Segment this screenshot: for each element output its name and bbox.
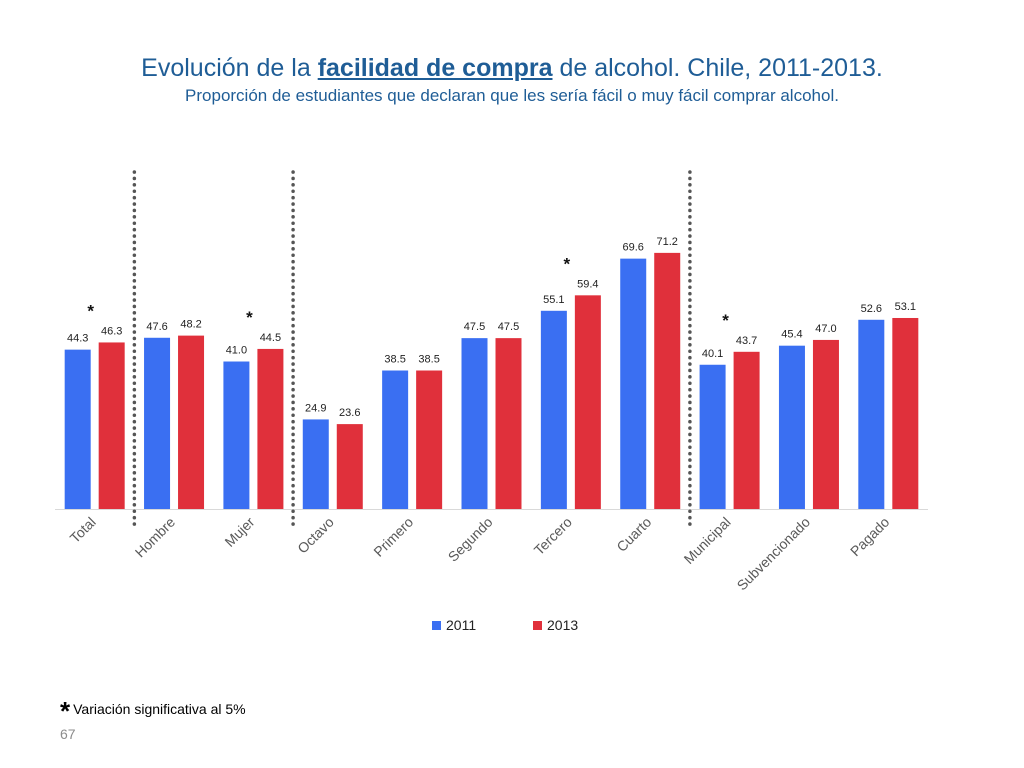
data-label-2013-octavo: 23.6: [339, 407, 360, 419]
x-tick-pagado: Pagado: [847, 514, 893, 560]
data-label-2011-municipal: 40.1: [702, 348, 723, 360]
data-label-2013-subvencionado: 47.0: [815, 323, 836, 335]
bar-2013-tercero: [574, 295, 601, 509]
data-label-2013-primero: 38.5: [418, 354, 439, 366]
legend-label-2011: 2011: [446, 617, 476, 633]
bar-2011-pagado: [858, 319, 885, 509]
bar-2011-hombre: [144, 337, 171, 509]
bar-2013-cuarto: [654, 252, 681, 509]
bar-2013-mujer: [257, 348, 284, 509]
x-tick-tercero: Tercero: [531, 514, 575, 558]
bar-2011-mujer: [223, 361, 250, 509]
bar-2011-subvencionado: [778, 345, 805, 509]
data-label-2013-pagado: 53.1: [895, 301, 916, 313]
page-number: 67: [60, 726, 76, 742]
x-tick-municipal: Municipal: [681, 514, 734, 567]
bar-2013-octavo: [336, 424, 363, 509]
data-label-2011-tercero: 55.1: [543, 294, 564, 306]
bar-2011-tercero: [540, 310, 567, 509]
x-tick-total: Total: [67, 514, 99, 546]
significance-marker-total: *: [87, 301, 94, 320]
data-label-2013-total: 46.3: [101, 325, 122, 337]
significance-marker-tercero: *: [564, 254, 571, 273]
title-pre: Evolución de la: [141, 54, 311, 82]
bar-2011-municipal: [699, 364, 726, 509]
data-label-2013-segundo: 47.5: [498, 321, 519, 333]
bar-2013-primero: [416, 370, 443, 509]
data-label-2013-hombre: 48.2: [180, 319, 201, 331]
x-tick-segundo: Segundo: [445, 514, 496, 565]
bar-2011-total: [64, 349, 91, 509]
x-tick-cuarto: Cuarto: [613, 514, 654, 555]
bar-2013-municipal: [733, 351, 760, 509]
title-post: de alcohol. Chile, 2011-2013.: [559, 54, 883, 82]
x-tick-mujer: Mujer: [221, 514, 257, 550]
legend-swatch-2013: [533, 621, 542, 630]
data-label-2013-mujer: 44.5: [260, 332, 281, 344]
significance-marker-mujer: *: [246, 308, 253, 327]
title-emphasis: facilidad de compra: [317, 54, 553, 82]
bar-2013-pagado: [892, 317, 919, 509]
data-label-2013-cuarto: 71.2: [657, 236, 678, 248]
footnote-text: Variación significativa al 5%: [73, 701, 246, 717]
bar-2011-primero: [382, 370, 409, 509]
x-tick-primero: Primero: [370, 514, 416, 560]
x-tick-octavo: Octavo: [294, 514, 337, 557]
footnote-star: *: [60, 696, 71, 726]
data-label-2011-cuarto: 69.6: [623, 242, 644, 254]
data-label-2011-total: 44.3: [67, 333, 88, 345]
bar-2011-cuarto: [620, 258, 647, 509]
chart-subtitle: Proporción de estudiantes que declaran q…: [185, 86, 839, 105]
data-label-2011-hombre: 47.6: [146, 321, 167, 333]
data-label-2013-tercero: 59.4: [577, 278, 598, 290]
bar-2011-segundo: [461, 338, 488, 509]
legend-swatch-2011: [432, 621, 441, 630]
x-tick-subvencionado: Subvencionado: [734, 514, 814, 594]
data-label-2011-octavo: 24.9: [305, 402, 326, 414]
bar-2013-segundo: [495, 338, 522, 509]
bar-2013-hombre: [178, 335, 205, 509]
title-block: Evolución de la facilidad de compra de a…: [0, 52, 1024, 108]
data-label-2011-primero: 38.5: [384, 354, 405, 366]
data-label-2011-mujer: 41.0: [226, 345, 247, 357]
data-label-2011-subvencionado: 45.4: [781, 329, 802, 341]
significance-marker-municipal: *: [722, 311, 729, 330]
data-label-2011-segundo: 47.5: [464, 321, 485, 333]
data-label-2011-pagado: 52.6: [861, 303, 882, 315]
x-tick-hombre: Hombre: [132, 514, 179, 561]
footnote: * Variación significativa al 5%: [60, 696, 246, 727]
bar-2013-total: [98, 342, 125, 509]
bar-2011-octavo: [302, 419, 329, 509]
chart-title: Evolución de la facilidad de compra de a…: [0, 52, 1024, 84]
bar-2013-subvencionado: [812, 339, 839, 509]
data-label-2013-municipal: 43.7: [736, 335, 757, 347]
legend-label-2013: 2013: [547, 617, 578, 633]
